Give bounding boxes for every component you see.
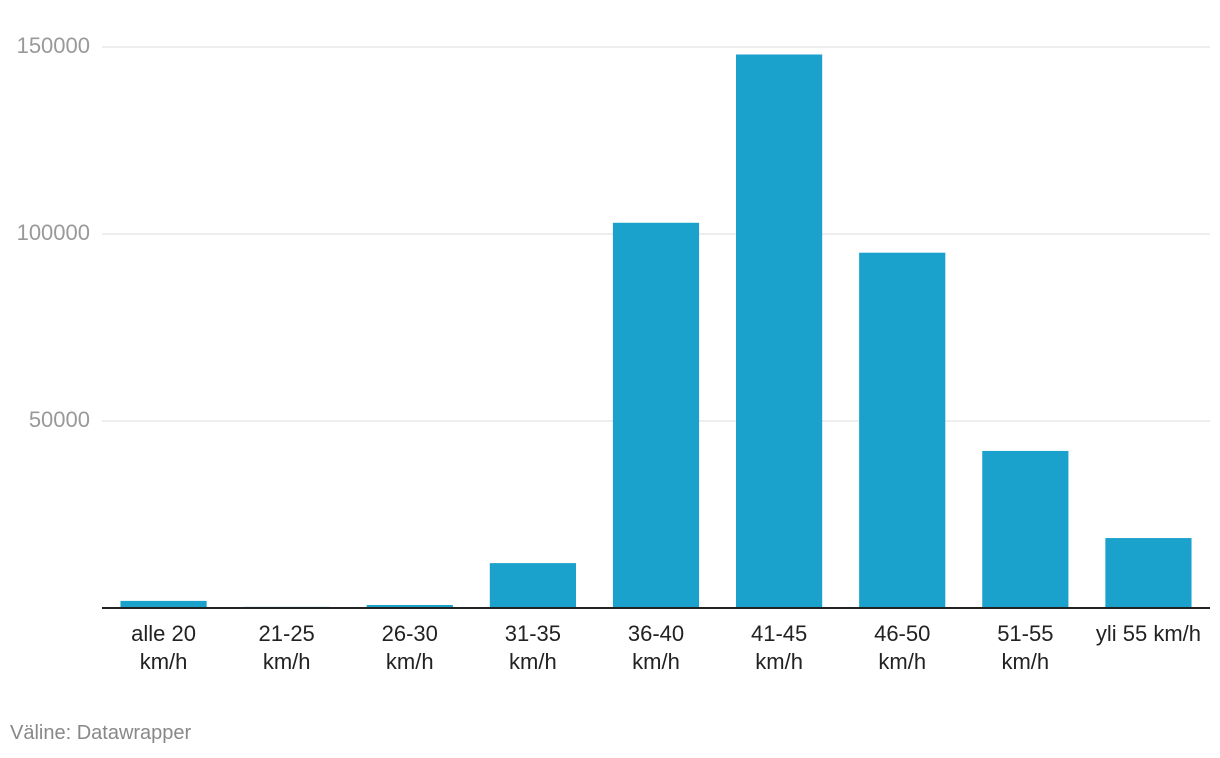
- x-tick-label: 26-30 km/h: [381, 621, 438, 674]
- x-tick-label: 31-35 km/h: [504, 621, 562, 674]
- x-tick-label: 46-50 km/h: [874, 621, 931, 674]
- x-tick-label: yli 55 km/h: [1095, 621, 1202, 646]
- bar: [859, 252, 946, 608]
- y-tick-label: 50000: [29, 407, 90, 432]
- bar: [612, 222, 700, 608]
- y-tick-label: 100000: [17, 220, 90, 245]
- x-tick-label: 51-55 km/h: [997, 621, 1054, 674]
- bar: [982, 450, 1069, 608]
- bar: [366, 605, 453, 608]
- source: Väline: Datawrapper: [10, 722, 192, 744]
- bar: [120, 600, 207, 608]
- bar: [1105, 538, 1192, 608]
- x-tick-label: alle 20 km/h: [131, 621, 196, 674]
- y-tick-label: 150000: [17, 33, 90, 58]
- bar: [736, 54, 823, 609]
- x-tick-label: 21-25 km/h: [258, 621, 315, 674]
- bar: [489, 563, 576, 608]
- x-tick-label: 41-45 km/h: [750, 621, 808, 674]
- x-tick-label: 36-40 km/h: [627, 621, 685, 674]
